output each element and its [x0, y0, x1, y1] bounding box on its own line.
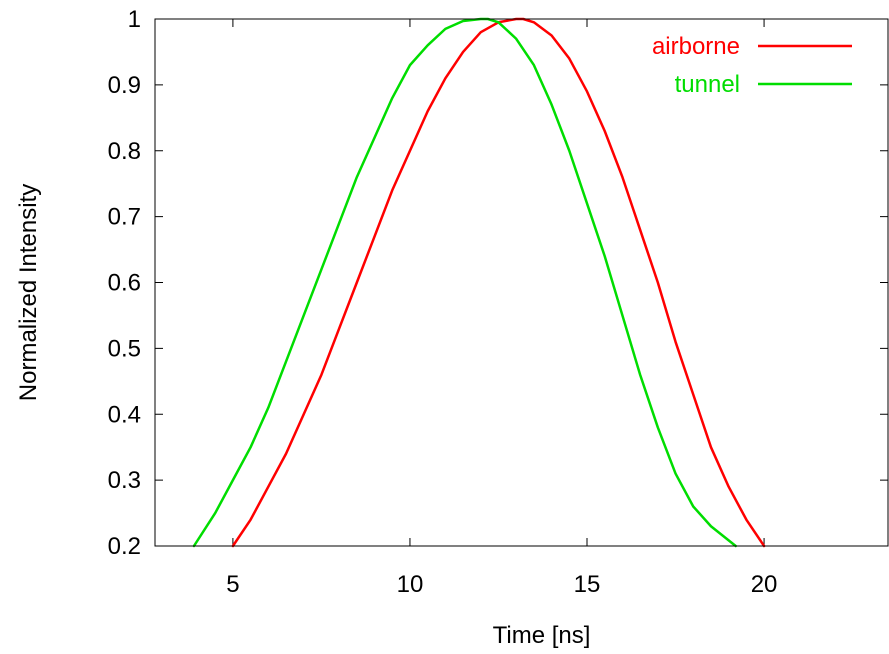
series-layer: [194, 19, 764, 546]
x-tick-label: 20: [751, 571, 778, 598]
y-tick-label: 0.2: [108, 533, 141, 560]
series-line-airborne: [233, 19, 764, 546]
x-axis-title: Time [ns]: [493, 622, 591, 649]
x-tick-label: 15: [574, 571, 601, 598]
series-line-tunnel: [194, 19, 736, 546]
y-tick-label: 0.9: [108, 72, 141, 99]
y-tick-label: 0.3: [108, 467, 141, 494]
legend: airborne tunnel: [652, 33, 852, 98]
legend-label-airborne: airborne: [652, 33, 740, 60]
y-tick-label: 0.6: [108, 270, 141, 297]
y-tick-label: 0.8: [108, 138, 141, 165]
y-tick-label: 0.4: [108, 401, 141, 428]
y-axis-title: Normalized Intensity: [15, 184, 42, 401]
ticks-layer: 0.20.30.40.50.60.70.80.915 10 15 20: [108, 6, 888, 598]
legend-label-tunnel: tunnel: [675, 71, 740, 98]
y-tick-label: 1: [128, 6, 141, 33]
x-tick-label: 5: [226, 571, 239, 598]
x-tick-label: 10: [397, 571, 424, 598]
plot-frame: [155, 19, 888, 546]
y-tick-label: 0.7: [108, 204, 141, 231]
y-tick-label: 0.5: [108, 335, 141, 362]
